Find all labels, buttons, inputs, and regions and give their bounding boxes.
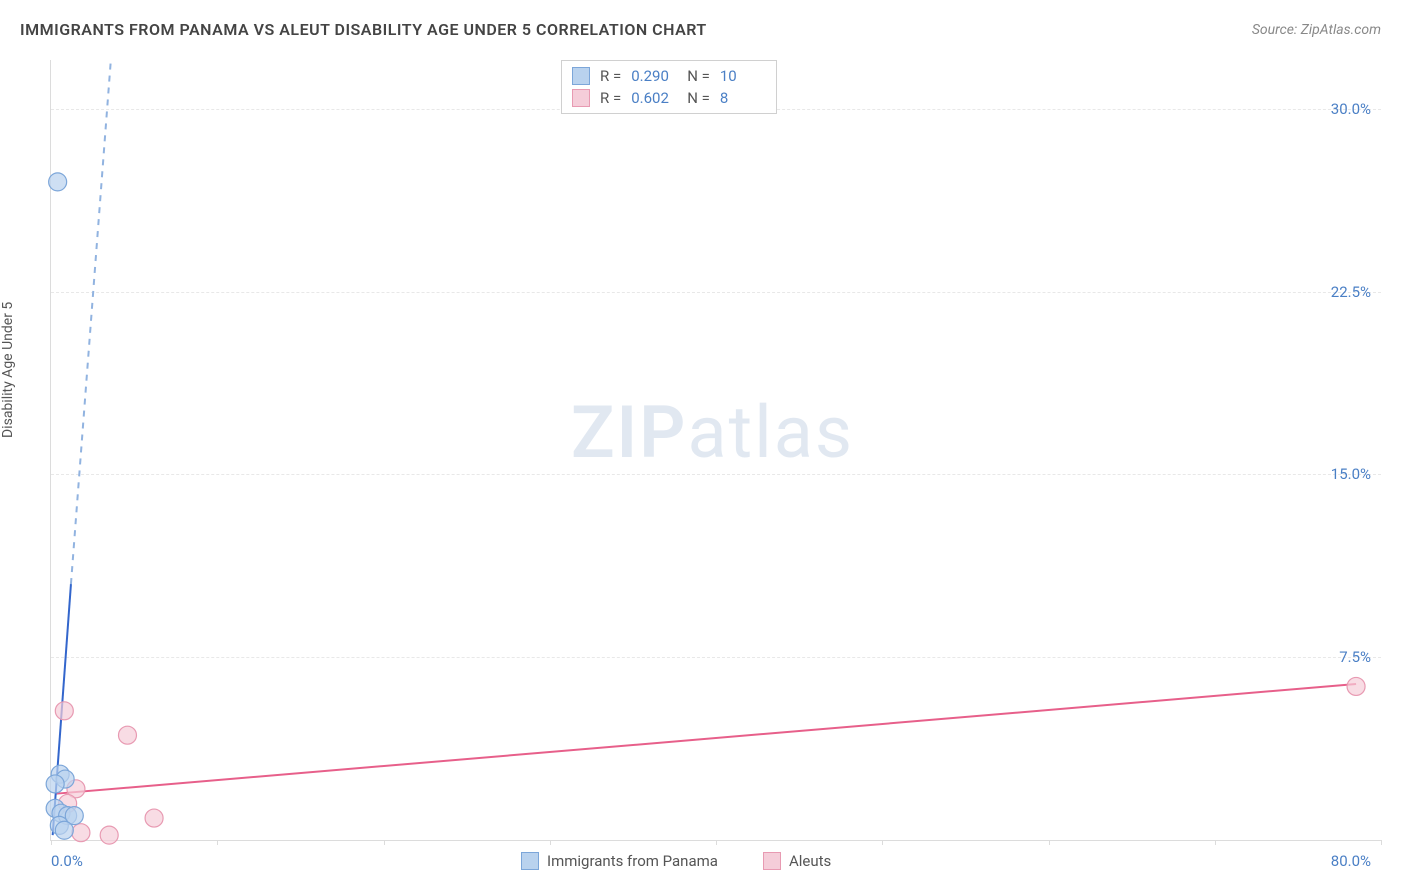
data-point-aleuts [118, 726, 136, 744]
legend-label-panama: Immigrants from Panama [547, 852, 718, 870]
legend-label-aleuts: Aleuts [789, 852, 831, 870]
legend-swatch-aleuts-bottom [763, 852, 781, 870]
regression-line [56, 684, 1356, 794]
chart-container: IMMIGRANTS FROM PANAMA VS ALEUT DISABILI… [0, 0, 1406, 892]
x-tick [882, 840, 883, 845]
data-point-aleuts [72, 824, 90, 842]
regression-line [71, 60, 111, 584]
data-point-panama [55, 821, 73, 839]
source-attribution: Source: ZipAtlas.com [1252, 22, 1381, 38]
x-tick [1215, 840, 1216, 845]
legend-item-panama: Immigrants from Panama [521, 852, 718, 870]
legend-swatch-panama-bottom [521, 852, 539, 870]
x-tick [384, 840, 385, 845]
data-point-panama [46, 775, 64, 793]
x-tick [217, 840, 218, 845]
chart-title: IMMIGRANTS FROM PANAMA VS ALEUT DISABILI… [20, 20, 707, 39]
x-tick [550, 840, 551, 845]
x-tick [51, 840, 52, 845]
series-legend: Immigrants from Panama Aleuts [521, 852, 831, 870]
y-axis-label: Disability Age Under 5 [0, 302, 16, 438]
x-tick [1381, 840, 1382, 845]
data-point-aleuts [100, 826, 118, 844]
x-tick-first: 0.0% [51, 852, 83, 870]
x-tick [716, 840, 717, 845]
plot-area: ZIPatlas 7.5%15.0%22.5%30.0% 0.0% 80.0% … [50, 60, 1381, 841]
chart-svg [51, 60, 1381, 840]
legend-item-aleuts: Aleuts [763, 852, 831, 870]
data-point-aleuts [55, 702, 73, 720]
x-tick-last: 80.0% [1331, 852, 1371, 870]
data-point-aleuts [1347, 677, 1365, 695]
data-point-aleuts [145, 809, 163, 827]
x-tick [1049, 840, 1050, 845]
data-point-panama [49, 173, 67, 191]
